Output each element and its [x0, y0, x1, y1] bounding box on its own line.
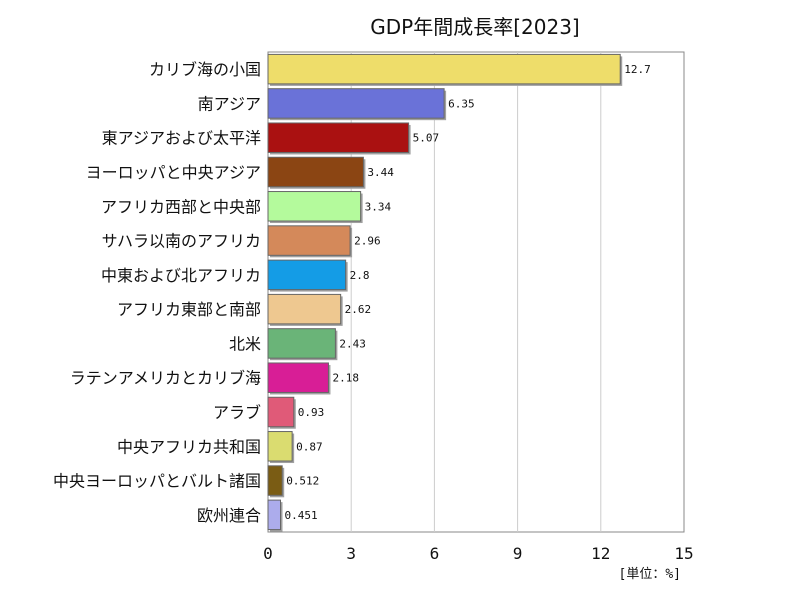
bar [267, 191, 362, 222]
chart-title: GDP年間成長率[2023] [370, 15, 579, 39]
bar [267, 156, 364, 188]
x-tick-label: 12 [591, 544, 610, 563]
bar [267, 431, 293, 462]
category-label: アラブ [213, 403, 261, 422]
bar [267, 328, 336, 359]
bar [267, 88, 445, 119]
bar [267, 499, 282, 531]
data-label: 0.93 [298, 406, 325, 419]
bar [267, 53, 621, 85]
category-label: アフリカ西部と中央部 [101, 197, 261, 216]
category-label: 中東および北アフリカ [101, 266, 261, 285]
category-label: サハラ以南のアフリカ [102, 232, 261, 251]
data-label: 0.512 [286, 475, 319, 488]
category-label: ラテンアメリカとカリブ海 [70, 369, 261, 388]
bar [267, 293, 342, 325]
data-label: 12.7 [624, 63, 651, 76]
x-tick-labels: 0 3 6 9 12 15 [263, 544, 693, 563]
x-tick-label: 3 [346, 544, 356, 563]
bar [267, 122, 410, 153]
data-label: 0.451 [285, 509, 318, 522]
bar [267, 225, 351, 256]
x-tick-label: 0 [263, 544, 273, 563]
data-label: 2.8 [350, 269, 370, 282]
category-label: 中央ヨーロッパとバルト諸国 [53, 472, 261, 491]
data-label: 6.35 [448, 97, 475, 110]
unit-label: [単位：%] [619, 566, 681, 582]
category-label: 中央アフリカ共和国 [117, 437, 261, 456]
data-label: 3.44 [367, 166, 394, 179]
x-tick-label: 9 [513, 544, 523, 563]
category-label: ヨーロッパと中央アジア [86, 163, 261, 182]
bar [267, 465, 283, 496]
data-label: 5.07 [413, 132, 440, 145]
bars [267, 53, 623, 532]
data-label: 0.87 [296, 440, 323, 453]
data-label: 2.96 [354, 235, 381, 248]
bar [267, 362, 329, 393]
bar [267, 396, 295, 428]
category-label: 欧州連合 [197, 506, 261, 525]
category-label: カリブ海の小国 [149, 60, 261, 79]
category-label: 東アジアおよび太平洋 [102, 129, 261, 148]
data-label: 2.18 [332, 372, 359, 385]
data-label: 2.62 [345, 303, 372, 316]
category-label: 北米 [229, 334, 261, 353]
x-tick-label: 6 [430, 544, 440, 563]
category-label: アフリカ東部と南部 [117, 300, 261, 319]
data-labels: 12.7 6.35 5.07 3.44 3.34 2.96 2.8 2.62 2.43 2.18 0… [285, 63, 651, 522]
data-label: 3.34 [365, 200, 392, 213]
data-label: 2.43 [339, 337, 366, 350]
bar [267, 259, 347, 291]
category-label: 南アジア [198, 94, 261, 113]
x-tick-label: 15 [674, 544, 693, 563]
category-labels: カリブ海の小国南アジア東アジアおよび太平洋ヨーロッパと中央アジアアフリカ西部と中… [53, 60, 261, 525]
